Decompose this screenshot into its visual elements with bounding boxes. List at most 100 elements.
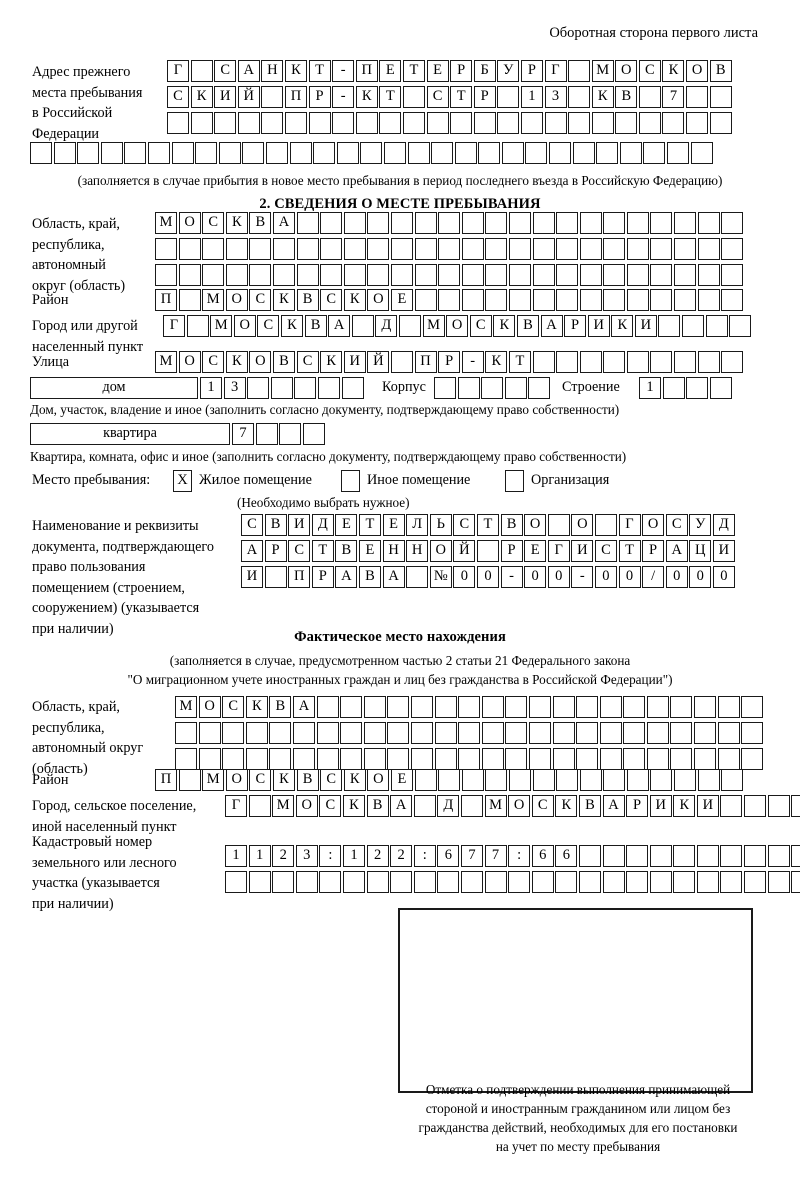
form-cell[interactable]: Д xyxy=(712,514,735,536)
form-cell[interactable]: Й xyxy=(367,351,390,373)
form-cell[interactable]: В xyxy=(264,514,287,536)
form-cell[interactable] xyxy=(155,264,177,286)
form-cell[interactable] xyxy=(579,289,602,311)
form-cell[interactable]: М xyxy=(591,60,614,82)
form-cell[interactable] xyxy=(579,238,602,260)
form-cell[interactable] xyxy=(481,696,504,718)
form-cell[interactable] xyxy=(478,142,501,164)
form-cell[interactable]: О xyxy=(642,514,665,536)
form-cell[interactable] xyxy=(556,264,579,286)
form-cell[interactable]: 2 xyxy=(390,845,413,867)
form-cell[interactable] xyxy=(549,142,572,164)
form-cell[interactable] xyxy=(461,264,484,286)
form-cell[interactable] xyxy=(497,86,520,108)
form-cell[interactable] xyxy=(662,377,685,399)
form-cell[interactable] xyxy=(319,871,342,893)
form-cell[interactable]: О xyxy=(233,315,256,337)
form-cell[interactable] xyxy=(360,142,383,164)
form-cell[interactable] xyxy=(461,238,484,260)
form-cell[interactable] xyxy=(272,871,295,893)
form-cell[interactable] xyxy=(596,142,619,164)
form-cell[interactable]: А xyxy=(665,540,688,562)
form-cell[interactable]: О xyxy=(571,514,594,536)
form-cell[interactable] xyxy=(269,722,292,744)
form-cell[interactable] xyxy=(296,212,319,234)
form-cell[interactable] xyxy=(485,289,508,311)
form-cell[interactable] xyxy=(662,112,685,134)
form-cell[interactable]: Т xyxy=(476,514,499,536)
form-cell[interactable] xyxy=(670,748,693,770)
form-cell[interactable] xyxy=(721,351,744,373)
form-cell[interactable] xyxy=(186,315,209,337)
form-cell[interactable]: А xyxy=(272,212,295,234)
document-row-3[interactable]: И П Р А В А № 0 0-0 0-0 0/0 0 0 xyxy=(241,566,736,588)
form-cell[interactable] xyxy=(709,112,732,134)
form-cell[interactable]: О xyxy=(225,289,248,311)
form-cell[interactable]: В xyxy=(516,315,539,337)
form-cell[interactable]: 7 xyxy=(232,423,254,445)
form-cell[interactable] xyxy=(198,722,221,744)
form-cell[interactable] xyxy=(603,289,626,311)
form-cell[interactable]: С xyxy=(665,514,688,536)
form-cell[interactable] xyxy=(673,845,696,867)
form-cell[interactable]: - xyxy=(332,60,355,82)
form-cell[interactable] xyxy=(202,264,225,286)
form-cell[interactable] xyxy=(261,112,284,134)
form-cell[interactable] xyxy=(721,212,744,234)
form-cell[interactable]: П xyxy=(288,566,311,588)
form-cell[interactable] xyxy=(697,264,720,286)
form-cell[interactable]: С xyxy=(296,351,319,373)
form-cell[interactable] xyxy=(626,238,649,260)
form-cell[interactable] xyxy=(721,264,744,286)
stay-type-checkbox-0[interactable]: X xyxy=(173,470,192,492)
form-cell[interactable] xyxy=(100,142,123,164)
form-cell[interactable] xyxy=(576,722,599,744)
form-cell[interactable]: А xyxy=(382,566,405,588)
form-cell[interactable]: О xyxy=(429,540,452,562)
form-cell[interactable] xyxy=(255,423,278,445)
form-cell[interactable]: Е xyxy=(426,60,449,82)
form-cell[interactable] xyxy=(531,871,554,893)
form-cell[interactable] xyxy=(646,748,669,770)
form-cell[interactable] xyxy=(248,871,271,893)
form-cell[interactable]: Т xyxy=(450,86,473,108)
form-cell[interactable] xyxy=(431,142,454,164)
form-cell[interactable]: Р xyxy=(626,795,649,817)
form-cell[interactable] xyxy=(367,238,390,260)
form-cell[interactable]: С xyxy=(320,769,343,791)
form-cell[interactable]: 0 xyxy=(476,566,499,588)
form-cell[interactable] xyxy=(674,264,697,286)
form-cell[interactable]: В xyxy=(709,60,732,82)
form-cell[interactable] xyxy=(366,871,389,893)
form-cell[interactable] xyxy=(316,696,339,718)
form-cell[interactable]: Д xyxy=(437,795,460,817)
form-cell[interactable] xyxy=(363,696,386,718)
form-cell[interactable]: В xyxy=(500,514,523,536)
form-cell[interactable] xyxy=(289,142,312,164)
form-cell[interactable]: А xyxy=(237,60,260,82)
form-cell[interactable]: О xyxy=(367,769,390,791)
previous-address-row-3[interactable] xyxy=(167,112,733,134)
form-cell[interactable] xyxy=(249,264,272,286)
form-cell[interactable] xyxy=(717,748,740,770)
form-cell[interactable] xyxy=(721,769,744,791)
form-cell[interactable] xyxy=(363,722,386,744)
form-cell[interactable] xyxy=(603,264,626,286)
form-cell[interactable] xyxy=(626,845,649,867)
form-cell[interactable] xyxy=(649,871,672,893)
form-cell[interactable] xyxy=(269,748,292,770)
form-cell[interactable]: С xyxy=(222,696,245,718)
form-cell[interactable] xyxy=(579,264,602,286)
form-cell[interactable] xyxy=(705,315,728,337)
form-cell[interactable] xyxy=(390,351,413,373)
form-cell[interactable]: И xyxy=(343,351,366,373)
form-cell[interactable]: М xyxy=(202,289,225,311)
form-cell[interactable] xyxy=(332,112,355,134)
form-cell[interactable] xyxy=(532,769,555,791)
form-cell[interactable]: - xyxy=(571,566,594,588)
form-cell[interactable] xyxy=(225,238,248,260)
form-cell[interactable] xyxy=(461,212,484,234)
